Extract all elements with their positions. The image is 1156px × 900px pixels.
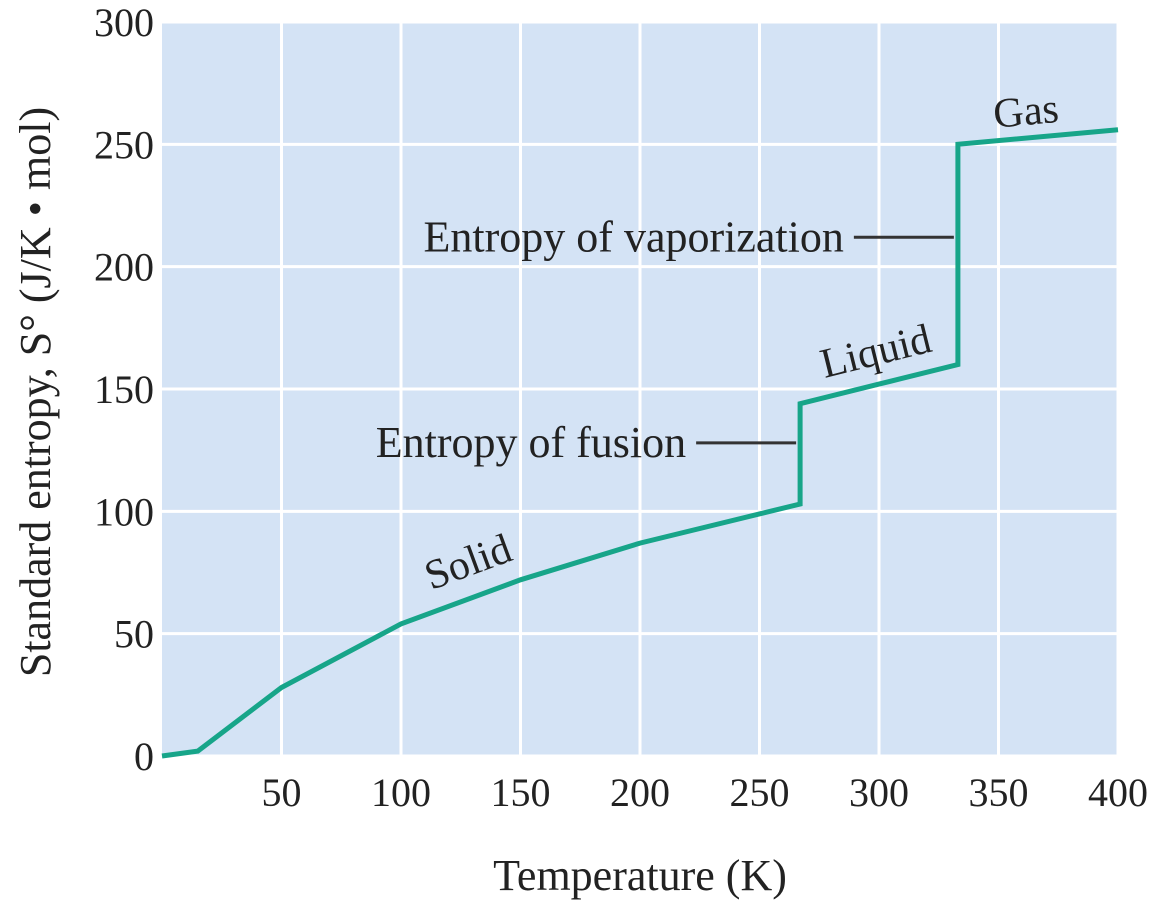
y-tick-labels: 0 50 100 150 200 250 300 bbox=[94, 0, 154, 779]
x-tick-label: 200 bbox=[610, 770, 670, 815]
y-tick-label: 300 bbox=[94, 0, 154, 45]
x-tick-label: 100 bbox=[371, 770, 431, 815]
y-tick-label: 250 bbox=[94, 122, 154, 167]
y-tick-label: 200 bbox=[94, 245, 154, 290]
x-tick-label: 150 bbox=[491, 770, 551, 815]
series-line bbox=[161, 127, 1119, 759]
x-tick-label: 350 bbox=[969, 770, 1029, 815]
annotations: Entropy of fusion Entropy of vaporization bbox=[376, 212, 844, 467]
y-tick-label: 0 bbox=[134, 734, 154, 779]
y-axis-label: Standard entropy, S° (J/K • mol) bbox=[11, 107, 60, 677]
x-tick-label: 400 bbox=[1088, 770, 1148, 815]
x-axis-label: Temperature (K) bbox=[493, 851, 787, 900]
y-tick-label: 50 bbox=[114, 612, 154, 657]
x-tick-label: 300 bbox=[849, 770, 909, 815]
y-tick-label: 100 bbox=[94, 489, 154, 534]
x-tick-label: 50 bbox=[262, 770, 302, 815]
grid-lines bbox=[162, 20, 1120, 758]
annotation-leaders bbox=[696, 235, 954, 445]
annotation-label: Entropy of fusion bbox=[376, 418, 686, 467]
region-label: Gas bbox=[991, 86, 1060, 138]
annotation-label: Entropy of vaporization bbox=[424, 212, 844, 261]
x-tick-labels: 50 100 150 200 250 300 350 400 bbox=[262, 770, 1149, 815]
y-tick-label: 150 bbox=[94, 367, 154, 412]
x-tick-label: 250 bbox=[730, 770, 790, 815]
